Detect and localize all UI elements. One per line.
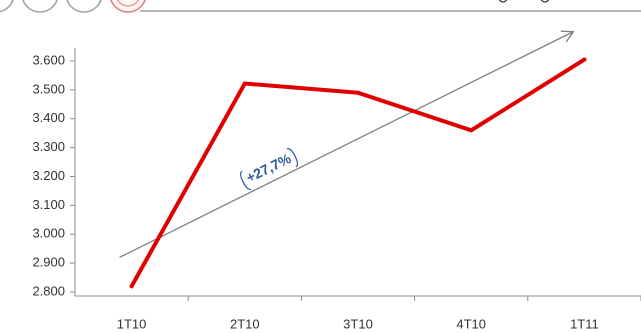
x-axis-ticks: 1T10 2T10 3T10 4T10 1T11 [117,296,641,331]
data-point [129,284,134,289]
series-points [129,57,587,289]
y-tick-label: 3.400 [32,110,65,125]
data-point [469,128,474,133]
x-tick-label: 1T11 [570,316,599,331]
data-point [582,57,587,62]
y-tick-label: 3.500 [32,81,65,96]
growth-annotation-label: +27,7% [243,150,293,186]
y-tick-label: 3.000 [32,226,65,241]
header-decoration [0,0,641,13]
y-tick-label: 3.100 [32,197,65,212]
x-tick-label: 2T10 [230,316,260,331]
header-right-mark [498,0,508,3]
y-tick-label: 3.600 [32,52,65,67]
x-tick-label: 4T10 [456,316,486,331]
x-tick-label: 3T10 [343,316,373,331]
header-circle-icon [66,0,102,13]
annotation-bracket [286,148,299,168]
x-tick-label: 1T10 [117,316,147,331]
y-tick-label: 2.900 [32,255,65,270]
growth-annotation: +27,7% [240,148,299,190]
header-circle-icon [0,0,14,13]
header-right-mark [540,0,550,3]
data-point [242,81,247,86]
trend-arrow [119,30,575,258]
y-tick-label: 3.200 [32,168,65,183]
y-axis-ticks: 2.800 2.900 3.000 3.100 3.200 3.300 3.400 3.500… [32,52,75,298]
logo-seal-inner-icon [117,0,139,7]
y-tick-label: 2.800 [32,283,65,298]
y-tick-label: 3.300 [32,139,65,154]
data-point [356,90,360,95]
annotation-bracket [240,170,252,190]
header-circle-icon [22,0,58,13]
